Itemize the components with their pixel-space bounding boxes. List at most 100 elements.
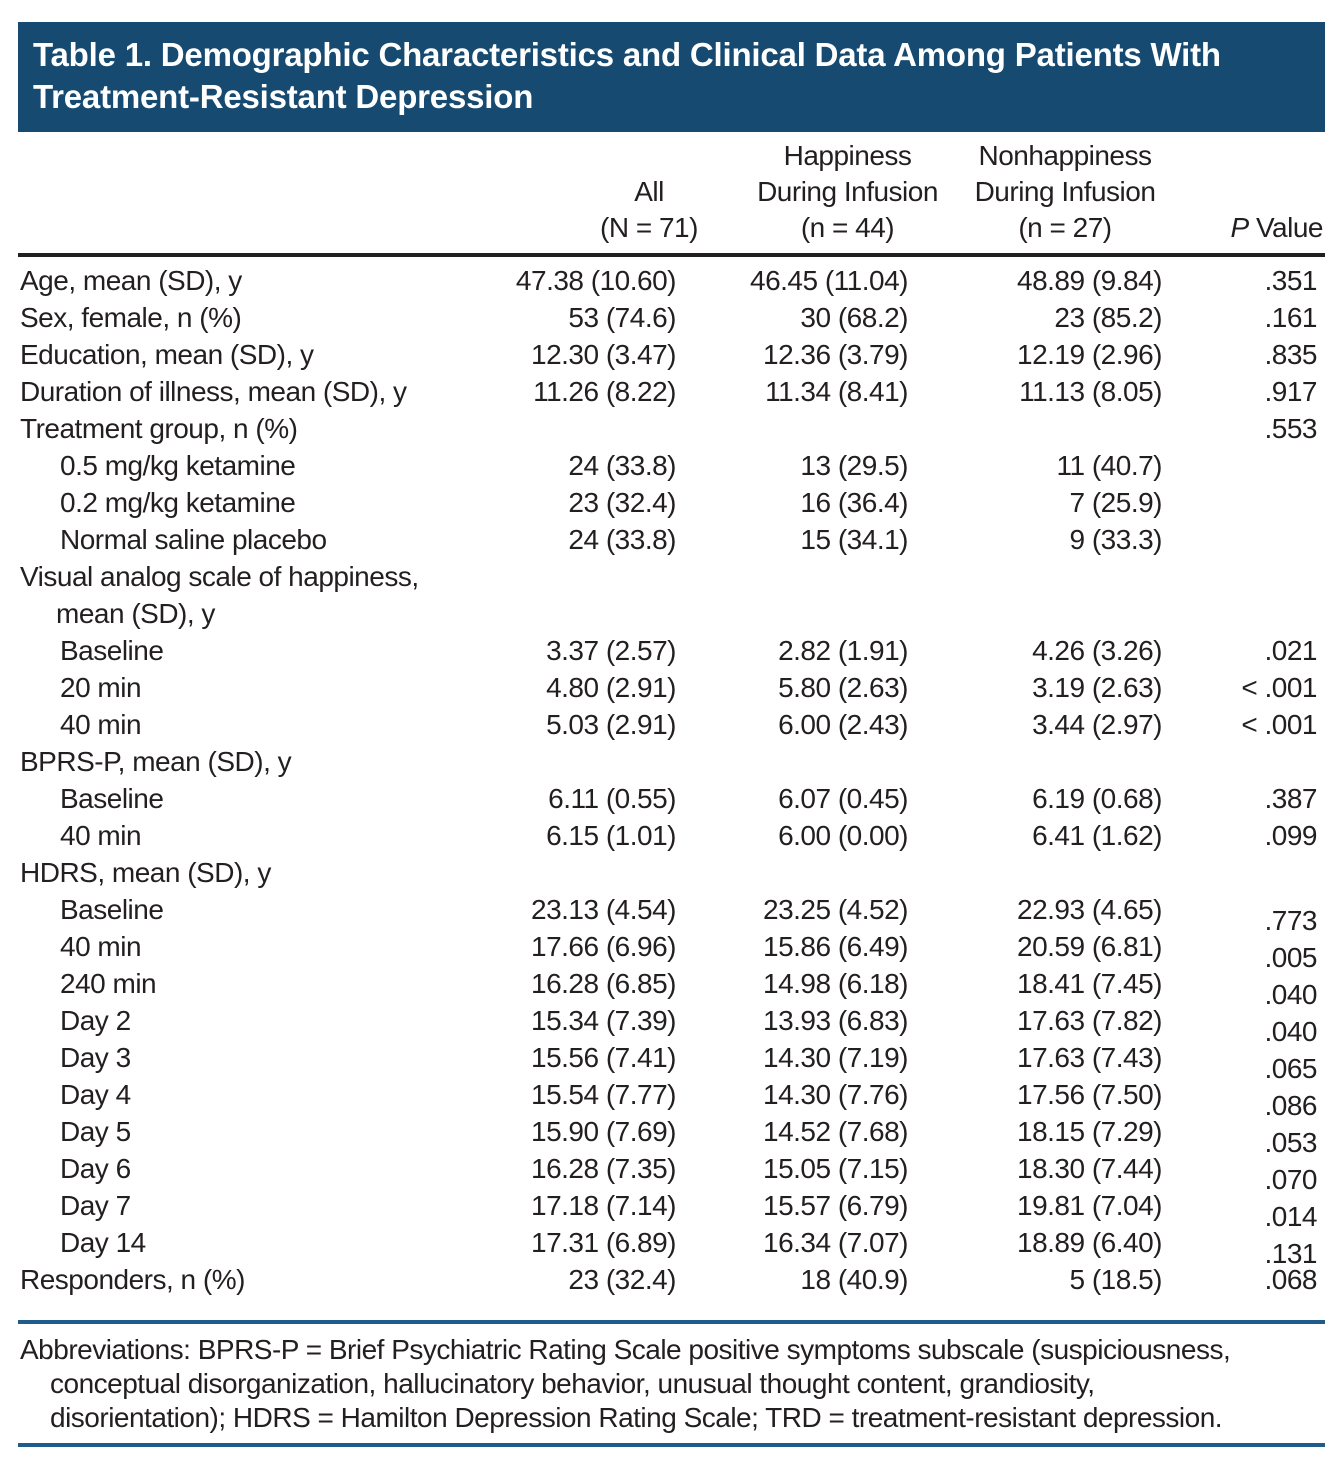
cell-happiness: 46.45 (11.04) <box>750 265 909 296</box>
cell-all: 6.11 (0.55) <box>548 783 676 814</box>
cell-all: 16.28 (7.35) <box>531 1153 677 1184</box>
cell-pvalue <box>1205 521 1325 558</box>
row-label-line1: 240 min <box>60 968 157 999</box>
table-row: 40 min 17.66 (6.96) 15.86 (6.49) 20.59 (… <box>18 928 1325 973</box>
row-label: 40 min <box>18 928 468 965</box>
cell-all: 16.28 (6.85) <box>531 968 677 999</box>
row-label-line1: 40 min <box>60 820 142 851</box>
cell-nonhappiness: 3.19 (2.63) <box>1032 672 1162 703</box>
row-label: 40 min <box>18 706 468 743</box>
cell-happiness <box>740 558 955 632</box>
column-header-happiness-line3: (n = 44) <box>800 212 895 243</box>
row-label-line1: Day 3 <box>60 1042 131 1073</box>
cell-pvalue: .131 <box>1205 1224 1325 1269</box>
column-header-all-line1: All <box>634 176 664 207</box>
column-header-nonhappiness-line3: (n = 27) <box>1018 212 1112 243</box>
cell-nonhappiness: 11 (40.7) <box>1056 450 1163 481</box>
cell-nonhappiness: 18.89 (6.40) <box>1017 1227 1163 1258</box>
row-label: Baseline <box>18 891 468 928</box>
row-label: Sex, female, n (%) <box>18 299 468 336</box>
row-label-line1: Duration of illness, mean (SD), y <box>20 376 407 407</box>
cell-all: 15.34 (7.39) <box>531 1005 677 1036</box>
cell-pvalue: .835 <box>1264 339 1318 370</box>
row-label-line1: BPRS-P, mean (SD), y <box>20 746 292 777</box>
cell-pvalue <box>1205 447 1325 484</box>
cell-nonhappiness: 17.56 (7.50) <box>1017 1079 1163 1110</box>
table-row: 40 min 6.15 (1.01) 6.00 (0.00) 6.41 (1.6… <box>18 817 1325 854</box>
column-header-nonhappiness: Nonhappiness During Infusion (n = 27) <box>955 138 1205 255</box>
row-label: HDRS, mean (SD), y <box>18 854 468 891</box>
row-label: Day 4 <box>18 1076 468 1113</box>
table-row: Treatment group, n (%) .553 <box>18 410 1325 447</box>
cell-happiness: 11.34 (8.41) <box>765 376 908 407</box>
cell-all <box>468 854 740 891</box>
cell-all: 11.26 (8.22) <box>533 376 676 407</box>
cell-nonhappiness: 17.63 (7.43) <box>1017 1042 1163 1073</box>
footnote-bottom-rule <box>18 1443 1325 1447</box>
row-label-line1: Age, mean (SD), y <box>20 265 242 296</box>
pvalue-shifted: .773 <box>1264 905 1318 936</box>
row-label-line1: Day 7 <box>60 1190 131 1221</box>
column-header-pvalue: P Value <box>1205 138 1325 255</box>
cell-pvalue: .065 <box>1205 1039 1325 1084</box>
cell-pvalue: .099 <box>1264 820 1318 851</box>
table-row: Day 4 15.54 (7.77) 14.30 (7.76) 17.56 (7… <box>18 1076 1325 1121</box>
cell-happiness: 23.25 (4.52) <box>763 894 909 925</box>
cell-all: 17.66 (6.96) <box>531 931 677 962</box>
row-label-line1: Day 5 <box>60 1116 131 1147</box>
cell-nonhappiness: 23 (85.2) <box>1054 302 1162 333</box>
pvalue-shifted: .131 <box>1264 1238 1318 1269</box>
pvalue-shifted: .014 <box>1264 1201 1318 1232</box>
cell-all: 24 (33.8) <box>568 524 676 555</box>
row-label: Day 3 <box>18 1039 468 1076</box>
row-label-line1: Normal saline placebo <box>60 524 327 555</box>
table-row: 0.5 mg/kg ketamine 24 (33.8) 13 (29.5) 1… <box>18 447 1325 484</box>
cell-pvalue: .040 <box>1205 1002 1325 1047</box>
row-label-line1: Day 6 <box>60 1153 131 1184</box>
cell-nonhappiness: 7 (25.9) <box>1069 487 1163 518</box>
cell-happiness: 14.52 (7.68) <box>763 1116 909 1147</box>
cell-happiness: 16 (36.4) <box>800 487 908 518</box>
row-label-line1: 20 min <box>60 672 142 703</box>
row-label-line1: Education, mean (SD), y <box>20 339 314 370</box>
cell-all: 17.18 (7.14) <box>531 1190 677 1221</box>
column-header-nonhappiness-line1: Nonhappiness <box>978 140 1152 171</box>
cell-happiness: 6.00 (0.00) <box>778 820 908 851</box>
row-label-line1: Baseline <box>60 635 164 666</box>
table-row: Day 2 15.34 (7.39) 13.93 (6.83) 17.63 (7… <box>18 1002 1325 1047</box>
table-row: 0.2 mg/kg ketamine 23 (32.4) 16 (36.4) 7… <box>18 484 1325 521</box>
cell-nonhappiness: 4.26 (3.26) <box>1032 635 1162 666</box>
cell-all: 23.13 (4.54) <box>531 894 677 925</box>
pvalue-shifted: .005 <box>1264 942 1318 973</box>
cell-pvalue: .070 <box>1205 1150 1325 1195</box>
row-label: Day 14 <box>18 1224 468 1261</box>
pvalue-shifted: .065 <box>1264 1053 1318 1084</box>
row-label: Day 2 <box>18 1002 468 1039</box>
cell-happiness: 13 (29.5) <box>800 450 908 481</box>
cell-nonhappiness: 17.63 (7.82) <box>1017 1005 1163 1036</box>
table-row: Sex, female, n (%) 53 (74.6) 30 (68.2) 2… <box>18 299 1325 336</box>
table-row: Duration of illness, mean (SD), y 11.26 … <box>18 373 1325 410</box>
row-label: Education, mean (SD), y <box>18 336 468 373</box>
column-header-all: All (N = 71) <box>468 138 740 255</box>
row-label-line1: Sex, female, n (%) <box>20 302 242 333</box>
row-label: 0.5 mg/kg ketamine <box>18 447 468 484</box>
cell-happiness <box>740 743 955 780</box>
table-row: Baseline 23.13 (4.54) 23.25 (4.52) 22.93… <box>18 891 1325 936</box>
table-row: Visual analog scale of happiness, mean (S… <box>18 558 1325 632</box>
row-label: Duration of illness, mean (SD), y <box>18 373 468 410</box>
cell-nonhappiness: 5 (18.5) <box>1069 1264 1163 1295</box>
cell-nonhappiness: 11.13 (8.05) <box>1019 376 1162 407</box>
table-header: All (N = 71) Happiness During Infusion (… <box>18 138 1325 255</box>
row-label-line1: Day 2 <box>60 1005 131 1036</box>
row-label: Age, mean (SD), y <box>18 255 468 299</box>
cell-happiness: 15 (34.1) <box>800 524 908 555</box>
cell-happiness: 14.30 (7.76) <box>763 1079 909 1110</box>
cell-nonhappiness <box>955 558 1205 632</box>
row-label: 240 min <box>18 965 468 1002</box>
table-row: Day 3 15.56 (7.41) 14.30 (7.19) 17.63 (7… <box>18 1039 1325 1084</box>
cell-nonhappiness: 3.44 (2.97) <box>1032 709 1162 740</box>
cell-all: 15.90 (7.69) <box>531 1116 677 1147</box>
cell-nonhappiness: 12.19 (2.96) <box>1017 339 1163 370</box>
